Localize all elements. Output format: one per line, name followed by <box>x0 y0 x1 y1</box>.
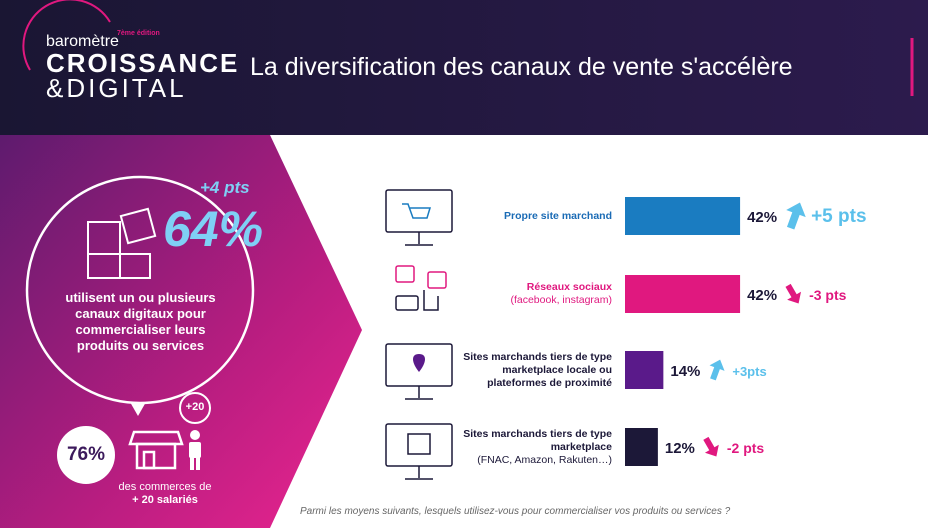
footnote: Parmi les moyens suivants, lesquels util… <box>300 506 731 517</box>
bar <box>625 275 741 313</box>
puzzle-icon <box>87 207 157 279</box>
logo-arc <box>22 0 111 71</box>
category-label: Propre site marchand <box>504 209 612 222</box>
person-icon <box>189 430 201 470</box>
percent: 64% <box>163 201 264 257</box>
percent2: 76% <box>66 444 106 465</box>
change: +4 pts <box>200 178 250 197</box>
value-label: 12% <box>665 440 695 457</box>
change-arrow <box>709 359 725 381</box>
category-label: Sites marchands tiers de type marketplac… <box>463 427 612 453</box>
change-arrow <box>703 436 719 457</box>
title: La diversification des canaux de vente s… <box>250 53 793 81</box>
category-label: Sites marchands tiers de type marketplac… <box>463 350 612 389</box>
badge: +20 <box>185 401 205 413</box>
category-label-box: Réseaux sociaux (facebook, instagram) <box>452 264 612 324</box>
bar <box>625 428 658 466</box>
category-label-box: Sites marchands tiers de type marketplac… <box>452 340 612 400</box>
header-band <box>0 0 928 135</box>
store-icon <box>128 430 184 470</box>
category-note: (facebook, instagram) <box>510 294 612 306</box>
description: utilisent un ou plusieurs canaux digitau… <box>65 290 216 353</box>
value-label: 42% <box>747 209 777 226</box>
brand-small: baromètre <box>46 33 119 50</box>
value-label: 14% <box>670 363 700 380</box>
category-label-box: Propre site marchand <box>452 186 612 246</box>
caption-2: + 20 salariés <box>132 494 198 506</box>
bar <box>625 351 664 389</box>
change-label: -3 pts <box>809 287 847 303</box>
brand-1: CROISSANCE <box>46 48 240 78</box>
channel-icons <box>385 189 453 480</box>
bar <box>625 197 741 235</box>
category-label-box: Sites marchands tiers de type marketplac… <box>452 417 612 477</box>
change-label: +3pts <box>732 364 766 379</box>
caption-1: des commerces de <box>118 481 212 493</box>
down-triangle <box>130 402 146 416</box>
change-label: +5 pts <box>811 206 866 227</box>
edition: 7ème édition <box>117 30 160 37</box>
change-arrow <box>785 283 802 304</box>
brand-2: &DIGITAL <box>46 73 187 103</box>
category-note: (FNAC, Amazon, Rakuten…) <box>477 453 612 466</box>
category-label: Réseaux sociaux <box>526 281 612 293</box>
badge-circle <box>179 392 211 424</box>
percent-circle <box>57 426 115 484</box>
change-label: -2 pts <box>727 440 765 456</box>
change-arrow <box>786 202 806 230</box>
value-label: 42% <box>747 287 777 304</box>
